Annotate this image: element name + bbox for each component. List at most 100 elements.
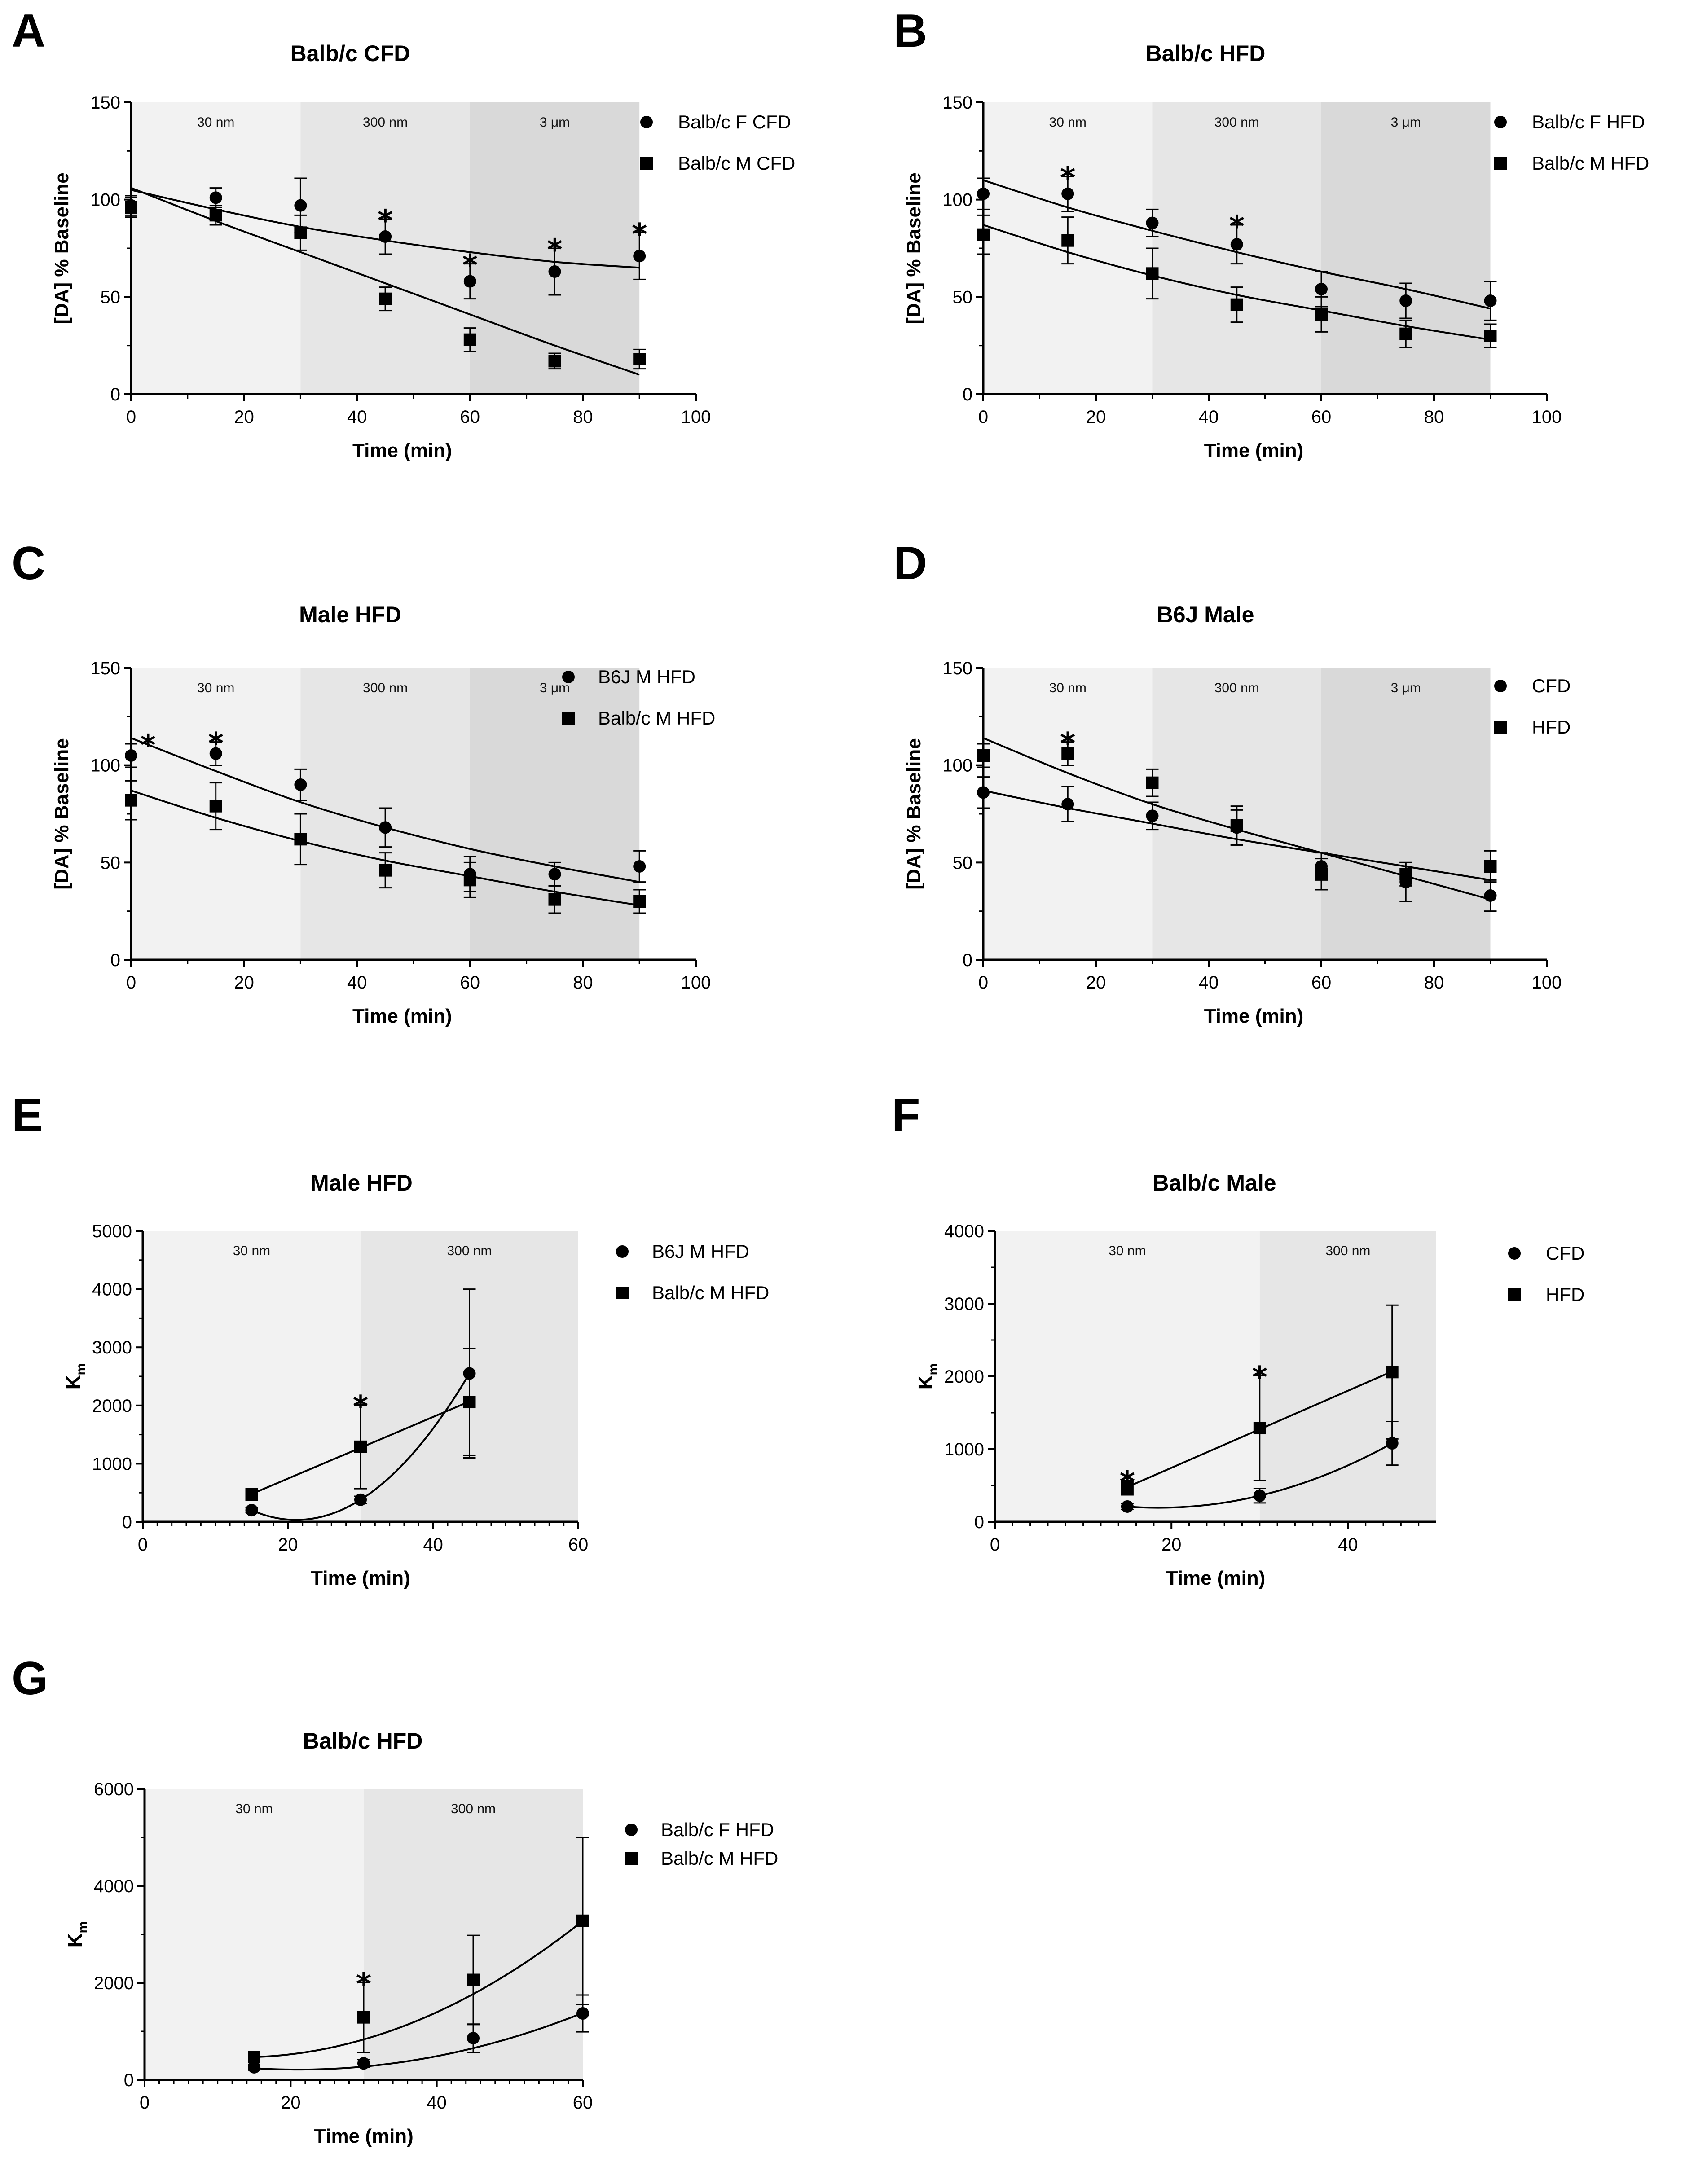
y-tick-label: 2000 xyxy=(94,1973,134,1993)
region-label: 3 μm xyxy=(1391,115,1421,130)
x-tick-label: 80 xyxy=(573,973,593,993)
x-tick-label: 100 xyxy=(681,407,711,427)
data-point-circle xyxy=(209,747,222,760)
chart-title: Male HFD xyxy=(299,602,401,627)
legend-label: Balb/c M HFD xyxy=(1532,153,1649,174)
data-point-square xyxy=(209,800,222,813)
significance-star: * xyxy=(353,1389,369,1424)
x-tick-label: 20 xyxy=(278,1535,298,1555)
data-point-circle xyxy=(357,2057,370,2070)
data-point-circle xyxy=(1121,1500,1134,1513)
y-tick-label: 0 xyxy=(963,950,972,970)
region-label: 300 nm xyxy=(451,1802,496,1816)
data-point-square xyxy=(379,292,392,305)
y-tick-label: 0 xyxy=(974,1512,984,1532)
region-label: 300 nm xyxy=(1325,1244,1370,1258)
y-tick-label: 150 xyxy=(90,659,120,678)
legend-marker xyxy=(625,1824,638,1836)
y-tick-label: 0 xyxy=(110,950,120,970)
data-point-circle xyxy=(633,250,646,263)
data-point-circle xyxy=(379,821,392,834)
region-label: 300 nm xyxy=(1214,115,1259,130)
chart-svg-b: B Balb/c HFD 30 nm 300 nm 3 μm 0 50 100 150 0 20 40… xyxy=(893,5,1649,461)
y-tick-label: 150 xyxy=(942,659,972,678)
x-tick-label: 20 xyxy=(234,973,254,993)
legend-marker xyxy=(1494,680,1507,692)
legend-label: B6J M HFD xyxy=(598,666,695,687)
panel-letter: A xyxy=(12,5,45,57)
panel-b-dopamine-balbc-hfd: B Balb/c HFD 30 nm 300 nm 3 μm 0 50 100 150 0 20 40… xyxy=(853,0,1685,539)
data-point-square xyxy=(1121,1481,1134,1494)
y-tick-label: 0 xyxy=(124,2070,134,2090)
region-shade xyxy=(1321,668,1491,960)
data-point-square xyxy=(125,201,137,214)
x-axis-title: Time (min) xyxy=(352,439,452,461)
data-point-square xyxy=(633,353,646,365)
data-point-square xyxy=(1399,327,1412,340)
chart-title: Balb/c Male xyxy=(1153,1170,1276,1195)
region-shade xyxy=(1321,102,1491,394)
x-tick-label: 20 xyxy=(234,407,254,427)
region-label: 30 nm xyxy=(235,1802,273,1816)
data-point-square xyxy=(294,833,307,846)
series-square xyxy=(125,187,646,376)
region-label: 3 μm xyxy=(540,681,570,695)
legend-label: Balb/c F HFD xyxy=(661,1819,774,1840)
x-tick-label: 80 xyxy=(573,407,593,427)
y-tick-label: 2000 xyxy=(944,1367,984,1387)
region-label: 30 nm xyxy=(197,681,234,695)
y-tick-label: 0 xyxy=(122,1512,132,1532)
x-axis-title: Time (min) xyxy=(1204,439,1304,461)
data-point-square xyxy=(1146,267,1159,280)
y-tick-label: 150 xyxy=(90,93,120,113)
x-tick-label: 40 xyxy=(1338,1535,1358,1555)
x-tick-label: 80 xyxy=(1424,407,1444,427)
data-point-square xyxy=(467,1973,480,1986)
x-tick-label: 100 xyxy=(1532,407,1562,427)
x-tick-label: 20 xyxy=(281,2093,301,2113)
x-tick-label: 60 xyxy=(1311,973,1332,993)
panel-letter: G xyxy=(12,1652,48,1705)
panel-letter: F xyxy=(892,1090,920,1142)
chart-svg-a: A Balb/c CFD 30 nm 300 nm 3 μm 0 50 100 150 0 20 40… xyxy=(12,5,795,461)
y-tick-label: 100 xyxy=(90,190,120,210)
x-tick-label: 20 xyxy=(1086,407,1106,427)
panel-d-dopamine-b6j-male: D B6J Male 30 nm 300 nm 3 μm 0 50 100 150 0 20 40 60… xyxy=(853,534,1685,1077)
panel-letter: E xyxy=(12,1090,43,1142)
data-point-square xyxy=(1146,776,1159,789)
y-tick-label: 150 xyxy=(942,93,972,113)
fit-curve xyxy=(254,2012,583,2071)
fit-curve xyxy=(254,1920,584,2058)
significance-star: * xyxy=(547,233,563,267)
y-tick-label: 1000 xyxy=(944,1440,984,1459)
significance-star: * xyxy=(1060,161,1076,195)
y-tick-label: 50 xyxy=(101,287,121,307)
data-point-square xyxy=(1230,819,1243,832)
x-tick-label: 100 xyxy=(1532,973,1562,993)
y-tick-label: 4000 xyxy=(92,1280,132,1300)
significance-star: * xyxy=(1120,1465,1135,1499)
x-tick-label: 40 xyxy=(1199,407,1219,427)
series-square xyxy=(1121,1304,1399,1496)
data-point-circle xyxy=(1146,809,1159,822)
x-axis-title: Time (min) xyxy=(1166,1567,1266,1589)
region-shade xyxy=(995,1231,1260,1522)
y-tick-label: 50 xyxy=(953,287,973,307)
data-point-circle xyxy=(245,1504,258,1517)
legend-label: Balb/c M HFD xyxy=(652,1282,769,1303)
data-point-circle xyxy=(548,265,561,278)
x-tick-label: 40 xyxy=(1199,973,1219,993)
series-circle xyxy=(248,1994,589,2074)
y-tick-label: 3000 xyxy=(92,1338,132,1358)
legend-marker xyxy=(562,671,575,683)
panel-a-dopamine-balbc-cfd: A Balb/c CFD 30 nm 300 nm 3 μm 0 50 100 150 0 20 40… xyxy=(0,0,842,539)
x-tick-label: 40 xyxy=(347,407,367,427)
chart-title: B6J Male xyxy=(1157,602,1254,627)
y-axis-title-subscript: m xyxy=(74,1363,88,1375)
region-shade xyxy=(131,102,301,394)
chart-svg-c: C Male HFD 30 nm 300 nm 3 μm 0 50 100 150 0 20 40 60… xyxy=(12,537,715,1027)
legend-marker xyxy=(1508,1288,1521,1301)
panel-g-km-balbc-hfd: G Balb/c HFD 30 nm 300 nm 0 2000 4000 6000 0 20 40… xyxy=(0,1652,842,2184)
data-point-square xyxy=(1315,868,1328,881)
